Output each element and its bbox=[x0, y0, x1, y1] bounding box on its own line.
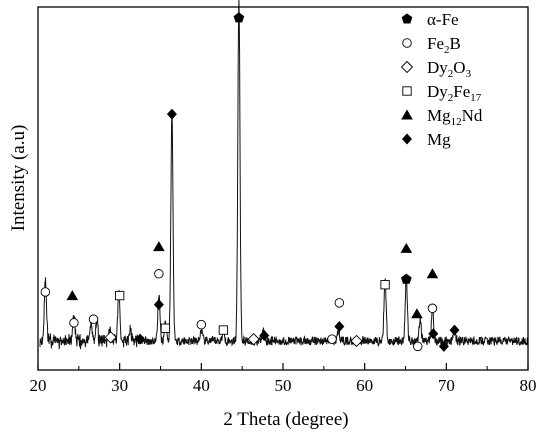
legend-diamond-icon bbox=[400, 60, 414, 74]
legend-pentagon-icon bbox=[401, 13, 413, 24]
x-tick-label: 20 bbox=[30, 376, 47, 395]
legend-label-part: Fe bbox=[453, 82, 470, 101]
legend-subscript: 12 bbox=[451, 116, 462, 128]
legend-label: Fe2B bbox=[427, 34, 461, 56]
square-marker bbox=[380, 280, 390, 290]
legend-subscript: 2 bbox=[448, 68, 454, 80]
legend-subscript: 3 bbox=[466, 68, 472, 80]
square-marker bbox=[115, 290, 125, 301]
plot-area bbox=[39, 0, 529, 350]
triangle-marker bbox=[66, 290, 79, 301]
legend-label: Mg bbox=[427, 130, 451, 149]
triangle-marker bbox=[411, 308, 423, 319]
legend-label-part: O bbox=[453, 58, 465, 77]
circle-marker bbox=[334, 298, 345, 308]
circle-marker bbox=[196, 319, 207, 330]
diamond-marker bbox=[135, 333, 146, 345]
legend-label-part: Mg bbox=[427, 130, 451, 149]
circle-marker bbox=[88, 314, 99, 324]
legend-label-part: Mg bbox=[427, 106, 451, 125]
y-axis-title: Intensity (a.u) bbox=[8, 125, 29, 232]
triangle-marker bbox=[426, 268, 439, 279]
square-marker bbox=[218, 325, 229, 335]
legend-label-part: Nd bbox=[462, 106, 483, 125]
legend-subscript: 17 bbox=[470, 92, 482, 104]
circle-marker bbox=[413, 341, 423, 352]
diamond-marker bbox=[247, 333, 260, 346]
x-tick-label: 40 bbox=[193, 376, 210, 395]
x-tick-label: 80 bbox=[520, 376, 537, 395]
legend-label: Dy2O3 bbox=[427, 58, 472, 80]
legend-circle-icon bbox=[402, 38, 412, 48]
legend-label: Mg12Nd bbox=[427, 106, 483, 128]
triangle-marker bbox=[400, 242, 413, 253]
axes: 20 30 40 50 60 70 80 bbox=[30, 6, 537, 395]
diffraction-trace bbox=[39, 0, 529, 350]
legend-label-part: Dy bbox=[427, 82, 448, 101]
legend-label-part: α-Fe bbox=[427, 10, 459, 29]
phase-markers bbox=[40, 12, 460, 352]
circle-marker bbox=[427, 303, 438, 314]
legend-label: α-Fe bbox=[427, 10, 459, 29]
pentagon-marker bbox=[233, 12, 245, 23]
x-tick-label: 70 bbox=[438, 376, 455, 395]
diamond-marker bbox=[438, 340, 449, 352]
legend-label-part: Fe bbox=[427, 34, 444, 53]
legend-diamond-icon bbox=[402, 133, 412, 145]
x-axis-title: 2 Theta (degree) bbox=[223, 409, 348, 430]
x-tick-label: 60 bbox=[356, 376, 373, 395]
legend-subscript: 2 bbox=[444, 44, 450, 56]
legend-square-icon bbox=[402, 86, 412, 96]
circle-marker bbox=[40, 287, 51, 297]
legend-triangle-icon bbox=[401, 109, 413, 120]
diamond-marker bbox=[259, 330, 270, 342]
diamond-marker bbox=[350, 334, 363, 348]
x-tick-label: 30 bbox=[111, 376, 128, 395]
triangle-marker bbox=[153, 241, 165, 252]
circle-marker bbox=[69, 318, 79, 328]
legend-subscript: 2 bbox=[448, 92, 454, 104]
circle-marker bbox=[327, 334, 337, 344]
diamond-marker bbox=[449, 324, 460, 336]
diamond-marker bbox=[428, 328, 439, 340]
diamond-marker bbox=[104, 331, 117, 344]
diamond-marker bbox=[166, 108, 177, 120]
legend-label-part: B bbox=[450, 34, 461, 53]
legend-label: Dy2Fe17 bbox=[427, 82, 482, 104]
diamond-marker bbox=[334, 320, 345, 332]
pentagon-marker bbox=[401, 273, 412, 284]
circle-marker bbox=[154, 269, 164, 279]
square-marker bbox=[160, 323, 171, 333]
diamond-marker bbox=[153, 299, 164, 311]
legend-label-part: Dy bbox=[427, 58, 448, 77]
x-tick-label: 50 bbox=[275, 376, 292, 395]
